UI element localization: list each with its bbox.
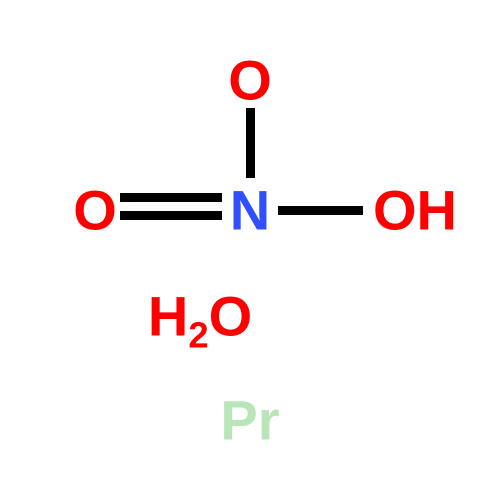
molecule-h2o: H2O — [148, 283, 252, 356]
bond-n-oleft-2 — [120, 211, 222, 220]
atom-oh: OH — [373, 178, 457, 243]
chemical-structure-canvas: O O N OH H2O Pr — [0, 0, 500, 500]
atom-n: N — [230, 178, 270, 243]
atom-o-top: O — [228, 48, 272, 113]
bond-n-oleft-1 — [120, 193, 222, 202]
atom-pr: Pr — [220, 388, 279, 453]
bond-n-oh — [278, 206, 363, 215]
bond-n-otop-line — [246, 108, 255, 178]
atom-o-left: O — [73, 178, 117, 243]
